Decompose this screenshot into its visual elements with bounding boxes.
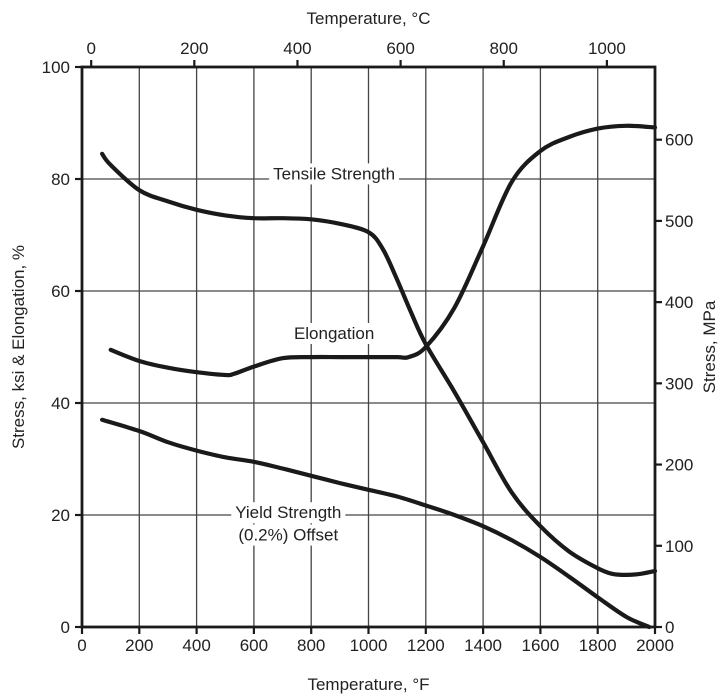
bottom-tick-label: 400 bbox=[182, 636, 210, 655]
curve-annotation: Tensile Strength bbox=[273, 164, 395, 183]
right-tick-label: 100 bbox=[665, 537, 693, 556]
grid-layer bbox=[82, 67, 655, 627]
bottom-tick-label: 2000 bbox=[636, 636, 674, 655]
right-tick-label: 400 bbox=[665, 293, 693, 312]
top-axis-title: Temperature, °C bbox=[307, 9, 431, 28]
top-tick-label: 600 bbox=[386, 39, 414, 58]
bottom-tick-label: 800 bbox=[297, 636, 325, 655]
top-tick-label: 400 bbox=[283, 39, 311, 58]
bottom-tick-label: 600 bbox=[240, 636, 268, 655]
bottom-tick-label: 1200 bbox=[407, 636, 445, 655]
left-axis-title: Stress, ksi & Elongation, % bbox=[9, 245, 28, 449]
right-axis-title: Stress, MPa bbox=[700, 300, 719, 393]
annotation-background bbox=[269, 163, 400, 185]
left-tick-label: 0 bbox=[61, 618, 70, 637]
top-tick-label: 200 bbox=[180, 39, 208, 58]
bottom-tick-label: 200 bbox=[125, 636, 153, 655]
right-tick-label: 300 bbox=[665, 374, 693, 393]
bottom-tick-label: 1400 bbox=[464, 636, 502, 655]
right-tick-label: 0 bbox=[665, 618, 674, 637]
left-tick-label: 60 bbox=[51, 282, 70, 301]
tick-layer: 0 200 400 600 800 1000 1200 1400 1600 1800 2000020… bbox=[42, 39, 694, 655]
right-tick-label: 500 bbox=[665, 212, 693, 231]
curve-annotation: Yield Strength bbox=[235, 503, 341, 522]
top-tick-label: 800 bbox=[490, 39, 518, 58]
left-tick-label: 100 bbox=[42, 58, 70, 77]
annotation-background bbox=[231, 502, 346, 524]
curve-layer bbox=[100, 123, 658, 630]
curve-annotation: (0.2%) Offset bbox=[238, 526, 338, 545]
bottom-tick-label: 1800 bbox=[579, 636, 617, 655]
curve-annotation: Elongation bbox=[294, 324, 374, 343]
yield-strength-curve bbox=[100, 417, 652, 630]
tensile-strength-curve bbox=[100, 151, 658, 577]
right-tick-label: 600 bbox=[665, 131, 693, 150]
right-tick-label: 200 bbox=[665, 456, 693, 475]
top-tick-label: 1000 bbox=[588, 39, 626, 58]
left-tick-label: 80 bbox=[51, 170, 70, 189]
annotation-layer: Tensile Strength Elongation Yield Strength… bbox=[231, 163, 400, 546]
annotation-background bbox=[289, 323, 379, 344]
bottom-tick-label: 0 bbox=[77, 636, 86, 655]
left-tick-label: 40 bbox=[51, 394, 70, 413]
annotation-background bbox=[234, 524, 343, 546]
top-tick-label: 0 bbox=[86, 39, 95, 58]
left-tick-label: 20 bbox=[51, 506, 70, 525]
bottom-tick-label: 1600 bbox=[521, 636, 559, 655]
bottom-tick-label: 1000 bbox=[350, 636, 388, 655]
bottom-axis-title: Temperature, °F bbox=[307, 675, 429, 694]
elongation-curve bbox=[108, 123, 658, 378]
